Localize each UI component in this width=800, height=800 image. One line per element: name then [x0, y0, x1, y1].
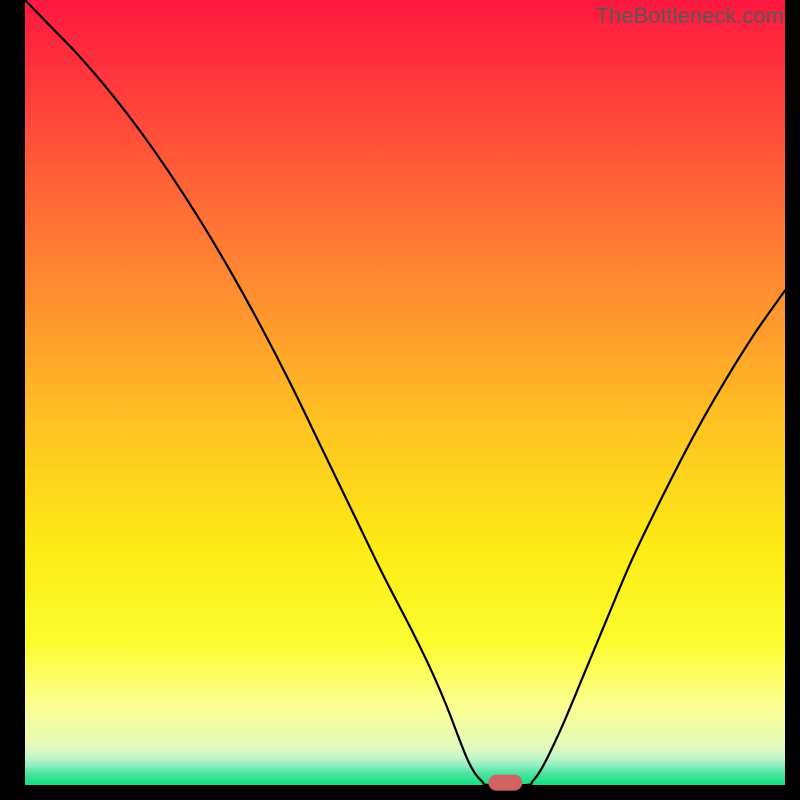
gradient-background — [25, 0, 785, 785]
frame-left — [0, 0, 25, 800]
frame-right — [785, 0, 800, 800]
frame-bottom — [0, 785, 800, 800]
chart-container: TheBottleneck.com — [0, 0, 800, 800]
chart-svg — [0, 0, 800, 800]
optimal-marker — [488, 775, 522, 791]
watermark-text: TheBottleneck.com — [596, 3, 784, 29]
